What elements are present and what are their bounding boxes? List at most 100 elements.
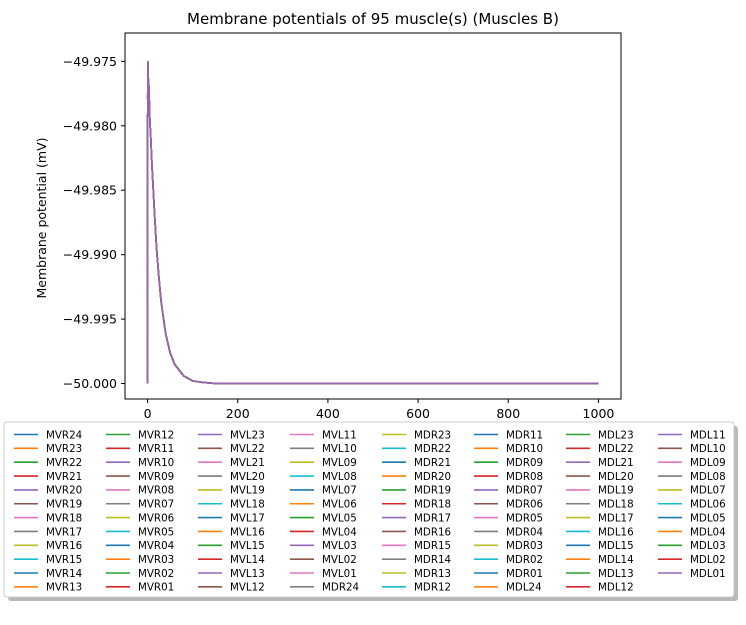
legend-label: MDR21: [414, 457, 451, 469]
series-line-MVL15: [146, 61, 599, 385]
legend-item: MDR01: [474, 568, 543, 580]
legend-item: MDR05: [474, 512, 543, 524]
legend-label: MVR06: [138, 512, 174, 524]
series-line-MVL06: [146, 61, 599, 385]
y-tick-label: −49.980: [63, 118, 117, 133]
legend-item: MDL17: [566, 512, 634, 524]
y-tick-label: −49.975: [63, 54, 117, 69]
series-line-MDL23: [146, 61, 599, 385]
y-axis-label: Membrane potential (mV): [34, 137, 49, 298]
legend-label: MVR18: [46, 512, 82, 524]
series-line-MVR20: [146, 61, 599, 385]
legend-label: MVL21: [230, 457, 265, 469]
legend-item: MDL16: [566, 526, 634, 538]
legend-item: MVL21: [198, 457, 265, 469]
legend-item: MVL23: [198, 429, 265, 441]
legend-label: MDR03: [506, 540, 543, 552]
legend-label: MVL20: [230, 471, 265, 483]
legend-label: MDL19: [598, 485, 634, 497]
legend-item: MVL12: [198, 582, 265, 594]
legend-label: MDL20: [598, 471, 634, 483]
x-tick-label: 800: [496, 406, 520, 421]
series-line-MVR02: [146, 61, 599, 385]
series-line-MVR15: [146, 61, 599, 385]
series-line-MVL18: [146, 61, 599, 385]
legend-label: MDL11: [690, 429, 726, 441]
legend-item: MVL05: [290, 512, 357, 524]
legend-item: MVL13: [198, 568, 265, 580]
legend-label: MDR16: [414, 526, 451, 538]
legend-label: MDL09: [690, 457, 726, 469]
legend-label: MVL03: [322, 540, 357, 552]
legend-item: MDL06: [658, 499, 726, 511]
series-line-MDR22: [146, 61, 599, 385]
legend-item: MDR09: [474, 457, 543, 469]
series-line-MDL15: [146, 61, 599, 385]
series-line-MVR03: [146, 61, 599, 385]
series-line-MVL20: [146, 61, 599, 385]
legend-item: MDL04: [658, 526, 726, 538]
legend-label: MVR08: [138, 485, 174, 497]
series-line-MDR18: [146, 61, 599, 385]
series-line-MDR05: [146, 61, 599, 385]
x-tick-label: 600: [406, 406, 430, 421]
legend-label: MVR21: [46, 471, 82, 483]
legend-label: MVR20: [46, 485, 82, 497]
plot-frame: [124, 32, 622, 400]
series-line-MDL22: [146, 61, 599, 385]
series-line-MDR14: [146, 61, 599, 385]
series-line-MDL14: [146, 61, 599, 385]
legend-item: MDL05: [658, 512, 726, 524]
legend-label: MDR18: [414, 499, 451, 511]
legend-label: MVR02: [138, 568, 174, 580]
series-line-MDL08: [146, 61, 599, 385]
series-line-MVL17: [146, 61, 599, 385]
legend-label: MVL14: [230, 554, 265, 566]
legend-label: MDR22: [414, 443, 451, 455]
legend-label: MVL23: [230, 429, 265, 441]
y-tick-label: −49.985: [63, 183, 117, 198]
series-line-MDR21: [146, 61, 599, 385]
series-line-MVR14: [146, 61, 599, 385]
legend-item: MVL22: [198, 443, 265, 455]
legend-item: MVR12: [106, 429, 174, 441]
legend-label: MDR10: [506, 443, 543, 455]
legend-item: MVL20: [198, 471, 265, 483]
legend-item: MDL24: [474, 582, 542, 594]
legend-label: MVL09: [322, 457, 357, 469]
series-line-MDL12: [146, 61, 599, 385]
legend-item: MVR16: [14, 540, 82, 552]
legend-item: MDR13: [382, 568, 451, 580]
series-line-MVL22: [146, 61, 599, 385]
legend-item: MVR15: [14, 554, 82, 566]
legend-item: MDL08: [658, 471, 726, 483]
series-lines: [146, 61, 599, 385]
legend-label: MDL18: [598, 499, 634, 511]
series-line-MVR08: [146, 61, 599, 385]
legend-item: MVR17: [14, 526, 82, 538]
legend-label: MDL01: [690, 568, 726, 580]
legend-label: MVR07: [138, 499, 174, 511]
series-line-MVL04: [146, 61, 599, 385]
legend-label: MDL13: [598, 568, 634, 580]
legend-label: MVR12: [138, 429, 174, 441]
series-line-MDL04: [146, 61, 599, 385]
series-line-MDL10: [146, 61, 599, 385]
legend-label: MDL06: [690, 499, 726, 511]
legend-label: MVL18: [230, 499, 265, 511]
legend-item: MVL03: [290, 540, 357, 552]
series-line-MDL01: [146, 61, 599, 385]
legend-label: MDR17: [414, 512, 451, 524]
legend-label: MVR19: [46, 499, 82, 511]
legend-item: MVL10: [290, 443, 357, 455]
legend-item: MDR02: [474, 554, 543, 566]
legend-item: MDL15: [566, 540, 634, 552]
legend-item: MVL04: [290, 526, 357, 538]
legend-label: MDR13: [414, 568, 451, 580]
legend-item: MDR22: [382, 443, 451, 455]
series-line-MVL08: [146, 61, 599, 385]
series-line-MVL21: [146, 61, 599, 385]
x-tick-label: 400: [316, 406, 340, 421]
series-line-MVL01: [146, 61, 599, 385]
legend-item: MDR24: [290, 582, 359, 594]
